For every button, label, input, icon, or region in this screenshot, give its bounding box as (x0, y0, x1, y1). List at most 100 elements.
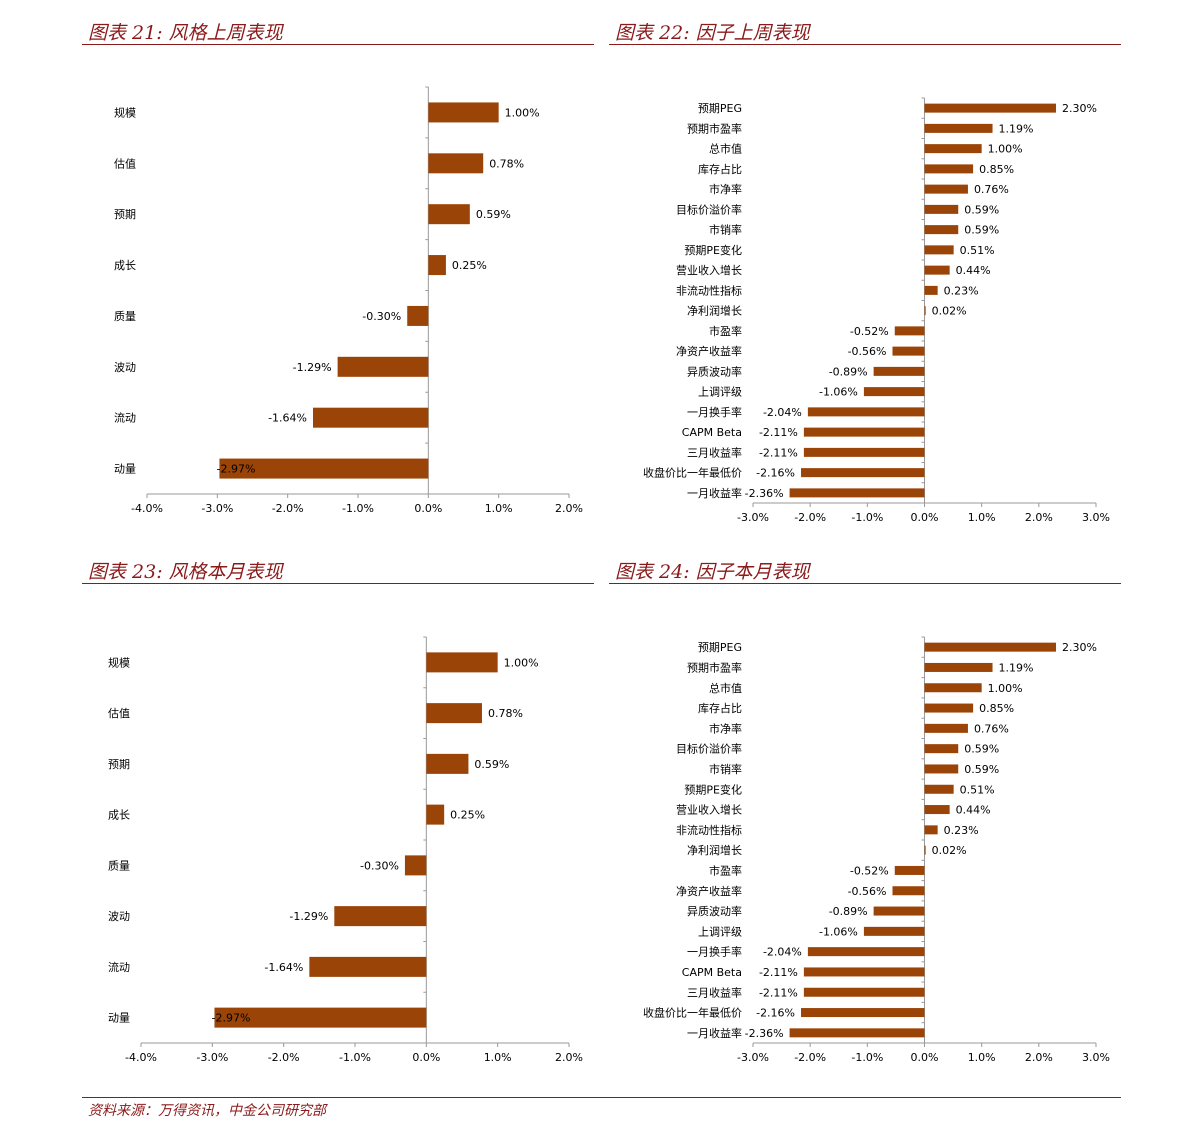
value-label: 0.76% (974, 183, 1009, 196)
bar (924, 642, 1056, 652)
x-tick-label: 3.0% (1082, 1051, 1110, 1064)
bar (924, 825, 938, 835)
bar (428, 255, 446, 276)
x-tick-label: 0.0% (911, 1051, 939, 1064)
x-tick-label: -3.0% (196, 1051, 228, 1064)
category-label: 流动 (108, 960, 130, 974)
x-tick-label: -1.0% (342, 502, 374, 515)
bar (803, 427, 925, 437)
bar (803, 967, 925, 977)
x-tick-label: 3.0% (1082, 511, 1110, 524)
x-tick-label: -2.0% (794, 1051, 826, 1064)
value-label: -2.97% (212, 1012, 251, 1025)
panel-title-24: 图表 24: 因子本月表现 (615, 561, 810, 583)
category-label: 异质波动率 (687, 904, 742, 918)
bar (309, 956, 427, 977)
bar (924, 204, 959, 214)
bar (404, 855, 427, 876)
value-label: -0.52% (850, 325, 889, 338)
category-label: CAPM Beta (682, 966, 742, 979)
x-tick-label: -2.0% (268, 1051, 300, 1064)
category-label: 非流动性指标 (676, 823, 742, 837)
bar (428, 153, 484, 174)
bar (426, 753, 469, 774)
value-label: 0.02% (932, 844, 967, 857)
category-label: 波动 (108, 910, 130, 923)
value-label: -2.16% (756, 1007, 795, 1020)
bar (789, 1028, 925, 1038)
x-tick-label: -3.0% (737, 1051, 769, 1064)
value-label: -2.04% (763, 406, 802, 419)
bar (873, 906, 925, 916)
category-label: 市销率 (709, 762, 742, 776)
source-note: 资料来源：万得资讯，中金公司研究部 (88, 1103, 326, 1119)
value-label: 0.59% (476, 208, 511, 221)
value-label: 0.25% (452, 259, 487, 272)
title-rule-23 (82, 583, 594, 584)
value-label: 0.76% (974, 722, 1009, 735)
x-tick-label: -1.0% (851, 1051, 883, 1064)
category-label: 估值 (108, 707, 130, 720)
category-label: 波动 (114, 361, 136, 374)
x-tick-label: 0.0% (911, 511, 939, 524)
bar (924, 744, 959, 754)
category-label: 预期PEG (698, 102, 742, 115)
bar (807, 947, 925, 957)
category-label: 一月换手率 (687, 945, 742, 959)
bar (219, 458, 429, 479)
bar (924, 265, 950, 275)
bar (892, 346, 925, 356)
x-tick-label: 2.0% (555, 502, 583, 515)
bar (337, 356, 429, 377)
value-label: 0.85% (979, 163, 1014, 176)
category-label: 目标价溢价率 (676, 742, 742, 756)
value-label: -0.30% (360, 859, 399, 872)
x-tick-label: -1.0% (851, 511, 883, 524)
category-label: 营业收入增长 (676, 803, 742, 817)
value-label: 0.59% (474, 758, 509, 771)
title-rule-22 (609, 44, 1121, 45)
value-label: 0.59% (964, 763, 999, 776)
value-label: 1.00% (504, 656, 539, 669)
bar (312, 407, 429, 428)
category-label: 市盈率 (709, 863, 742, 877)
bar (924, 845, 926, 855)
value-label: 0.59% (964, 203, 999, 216)
value-label: 1.19% (999, 122, 1034, 135)
category-label: 总市值 (709, 681, 742, 695)
bar (803, 987, 925, 997)
bar (801, 1008, 925, 1018)
category-label: 上调评级 (698, 925, 742, 938)
category-label: 预期PE变化 (684, 782, 742, 796)
bar (924, 103, 1056, 113)
bar (894, 326, 925, 336)
bar (924, 144, 982, 154)
value-label: 0.51% (960, 244, 995, 257)
category-label: 总市值 (709, 142, 742, 156)
category-label: CAPM Beta (682, 426, 742, 439)
bar (924, 723, 968, 733)
value-label: -1.29% (293, 361, 332, 374)
category-label: 规模 (114, 105, 136, 119)
value-label: 0.44% (956, 804, 991, 817)
bar (924, 285, 938, 295)
x-tick-label: 1.0% (968, 1051, 996, 1064)
category-label: 一月收益率 (687, 1026, 742, 1040)
value-label: 0.02% (932, 305, 967, 318)
x-tick-label: 1.0% (485, 502, 513, 515)
value-label: 0.85% (979, 702, 1014, 715)
value-label: -0.89% (829, 905, 868, 918)
bar (803, 447, 925, 457)
category-label: 库存占比 (698, 701, 742, 715)
value-label: -1.06% (819, 925, 858, 938)
bar (924, 245, 954, 255)
value-label: -1.29% (289, 910, 328, 923)
bar (894, 865, 925, 875)
bar (873, 366, 925, 376)
bar (426, 703, 482, 724)
value-label: 0.78% (488, 707, 523, 720)
category-label: 成长 (114, 259, 136, 272)
category-label: 非流动性指标 (676, 283, 742, 297)
value-label: 0.51% (960, 783, 995, 796)
